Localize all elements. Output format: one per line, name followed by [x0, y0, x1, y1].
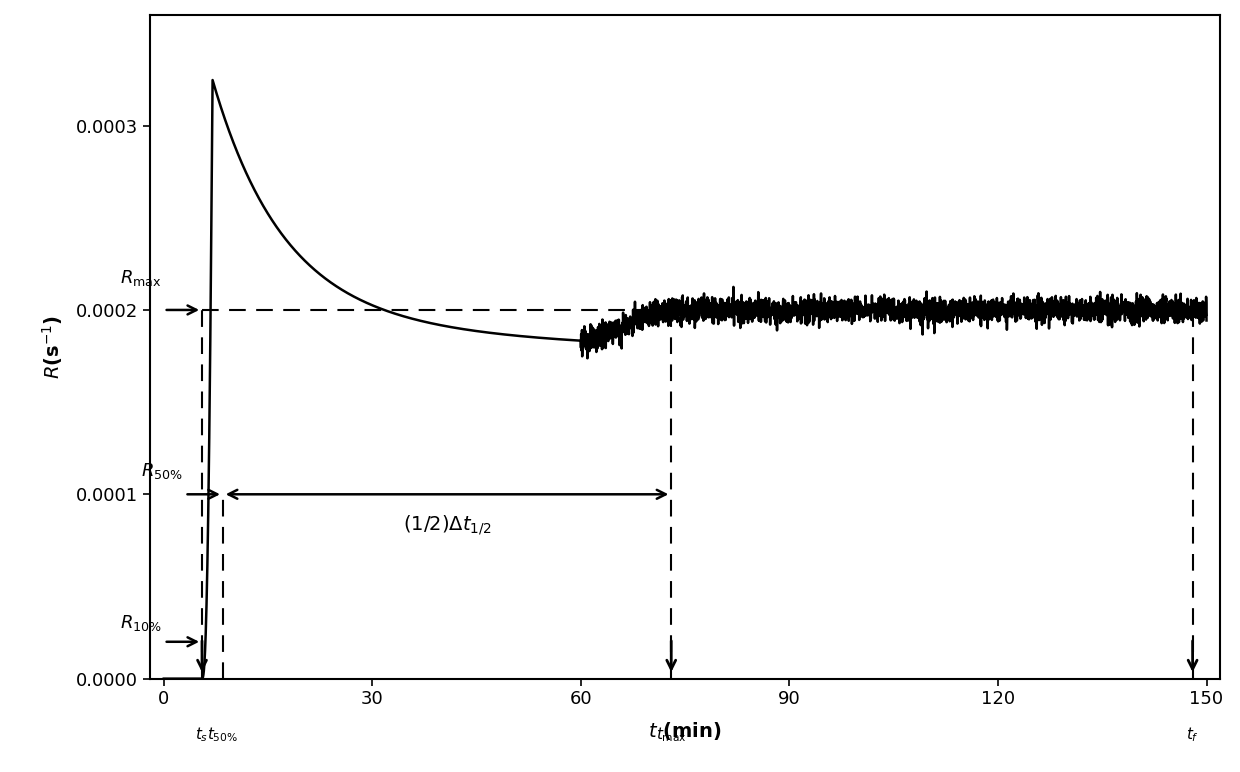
- X-axis label: $t$ (min): $t$ (min): [649, 720, 722, 742]
- Text: $t_{\mathrm{max}}$: $t_{\mathrm{max}}$: [656, 725, 687, 743]
- Text: $R_{50\%}$: $R_{50\%}$: [140, 462, 182, 482]
- Text: $R_{10\%}$: $R_{10\%}$: [120, 612, 161, 632]
- Text: $t_{50\%}$: $t_{50\%}$: [207, 725, 238, 743]
- Text: $t_f$: $t_f$: [1187, 725, 1199, 743]
- Text: $(1/2)\Delta t_{1/2}$: $(1/2)\Delta t_{1/2}$: [403, 513, 491, 537]
- Text: $R_{\mathrm{max}}$: $R_{\mathrm{max}}$: [120, 268, 161, 288]
- Y-axis label: $R$(s$^{-1}$): $R$(s$^{-1}$): [40, 315, 64, 379]
- Text: $t_s$: $t_s$: [196, 725, 208, 743]
